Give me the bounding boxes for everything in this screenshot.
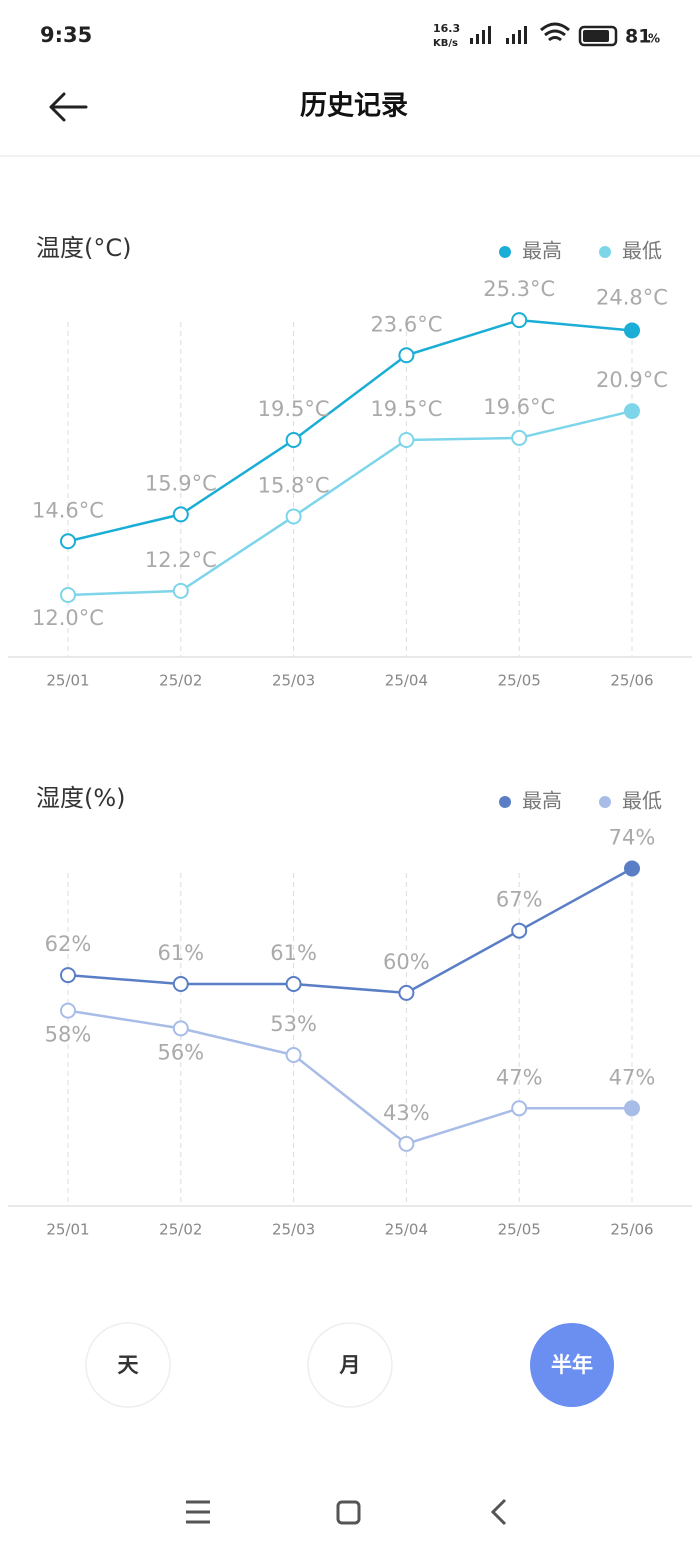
nav-home[interactable] <box>336 1500 361 1525</box>
data-point <box>285 432 302 448</box>
data-label: 47% <box>609 1065 656 1089</box>
data-label: 61% <box>157 941 204 965</box>
data-point <box>624 403 640 420</box>
legend-label: 最高 <box>522 789 562 813</box>
x-tick-label: 25/01 <box>46 672 89 690</box>
data-label: 60% <box>383 950 430 974</box>
battery-icon <box>578 25 618 47</box>
data-point <box>511 1100 528 1117</box>
data-label: 67% <box>496 888 543 912</box>
data-label: 23.6°C <box>370 312 442 336</box>
data-label: 19.5°C <box>370 397 442 421</box>
status-time: 9:35 <box>40 23 92 47</box>
x-tick-label: 25/05 <box>498 1221 541 1239</box>
data-point <box>624 1100 640 1117</box>
x-tick-label: 25/06 <box>610 1221 653 1239</box>
data-label: 61% <box>270 941 317 965</box>
series-line <box>67 318 633 543</box>
x-tick-label: 25/03 <box>272 672 315 690</box>
data-point <box>624 860 640 877</box>
data-point <box>172 506 189 523</box>
x-tick-label: 25/04 <box>385 1221 428 1239</box>
data-point <box>172 582 189 599</box>
data-point <box>398 1135 415 1152</box>
legend-label: 最高 <box>522 239 562 263</box>
x-tick-label: 25/04 <box>385 672 428 690</box>
status-speed-unit: KB/s <box>433 38 458 49</box>
data-label: 43% <box>383 1101 430 1125</box>
legend-marker <box>499 246 511 258</box>
data-label: 47% <box>496 1065 543 1089</box>
x-tick-label: 25/01 <box>46 1221 89 1239</box>
tab-half-year[interactable] <box>530 1323 614 1407</box>
x-tick-label: 25/05 <box>498 672 541 690</box>
data-point <box>511 429 528 446</box>
legend-label: 最低 <box>622 789 662 813</box>
data-point <box>60 587 76 603</box>
data-label: 25.3°C <box>483 277 555 301</box>
data-point <box>398 432 415 448</box>
data-label: 15.8°C <box>258 473 330 497</box>
wifi-icon <box>540 22 570 42</box>
data-label: 56% <box>157 1040 204 1064</box>
x-tick-label: 25/02 <box>159 1221 202 1239</box>
data-label: 12.0°C <box>32 606 104 630</box>
tab-label: 天 <box>118 1353 140 1377</box>
data-label: 74% <box>609 826 656 850</box>
data-point <box>60 1002 76 1019</box>
battery-unit: % <box>648 32 660 46</box>
data-point <box>285 1047 302 1064</box>
tab-label: 月 <box>339 1353 361 1377</box>
data-label: 12.2°C <box>145 548 217 572</box>
data-label: 58% <box>45 1023 92 1047</box>
data-point <box>60 533 76 550</box>
data-label: 14.6°C <box>32 498 104 522</box>
data-point <box>511 312 528 329</box>
back-button[interactable] <box>49 92 88 122</box>
x-tick-label: 25/02 <box>159 672 202 690</box>
data-label: 20.9°C <box>596 368 668 392</box>
data-point <box>398 347 415 364</box>
battery-text: 81 <box>625 26 651 48</box>
chart-title: 湿度(%) <box>36 784 126 812</box>
data-label: 15.9°C <box>145 471 217 495</box>
nav-menu[interactable] <box>186 1500 210 1524</box>
x-tick-label: 25/03 <box>272 1221 315 1239</box>
data-point <box>624 322 640 339</box>
data-point <box>398 984 415 1001</box>
data-label: 24.8°C <box>596 285 668 309</box>
legend-label: 最低 <box>622 239 662 263</box>
data-point <box>511 922 528 939</box>
status-speed: 16.3 <box>433 22 460 35</box>
legend-marker <box>499 796 511 808</box>
battery-level <box>583 30 609 42</box>
tab-month[interactable] <box>307 1322 393 1408</box>
data-point <box>172 975 189 992</box>
data-point <box>285 508 302 525</box>
data-label: 19.6°C <box>483 395 555 419</box>
nav-bar <box>186 1498 507 1526</box>
data-label: 53% <box>270 1012 317 1036</box>
series-line <box>67 867 633 995</box>
series-line <box>67 409 633 597</box>
nav-back[interactable] <box>490 1498 507 1526</box>
data-point <box>172 1020 189 1037</box>
tab-day[interactable] <box>85 1322 171 1408</box>
x-tick-label: 25/06 <box>610 672 653 690</box>
data-label: 19.5°C <box>258 397 330 421</box>
data-point <box>60 967 76 984</box>
page-title: 历史记录 <box>300 91 408 122</box>
data-label: 62% <box>45 932 92 956</box>
legend-marker <box>599 246 611 258</box>
legend-marker <box>599 796 611 808</box>
chart-title: 温度(°C) <box>36 234 131 262</box>
tab-label: 半年 <box>551 1353 593 1377</box>
series-line <box>67 1009 632 1146</box>
data-point <box>285 975 302 992</box>
signal-icons <box>470 26 527 44</box>
